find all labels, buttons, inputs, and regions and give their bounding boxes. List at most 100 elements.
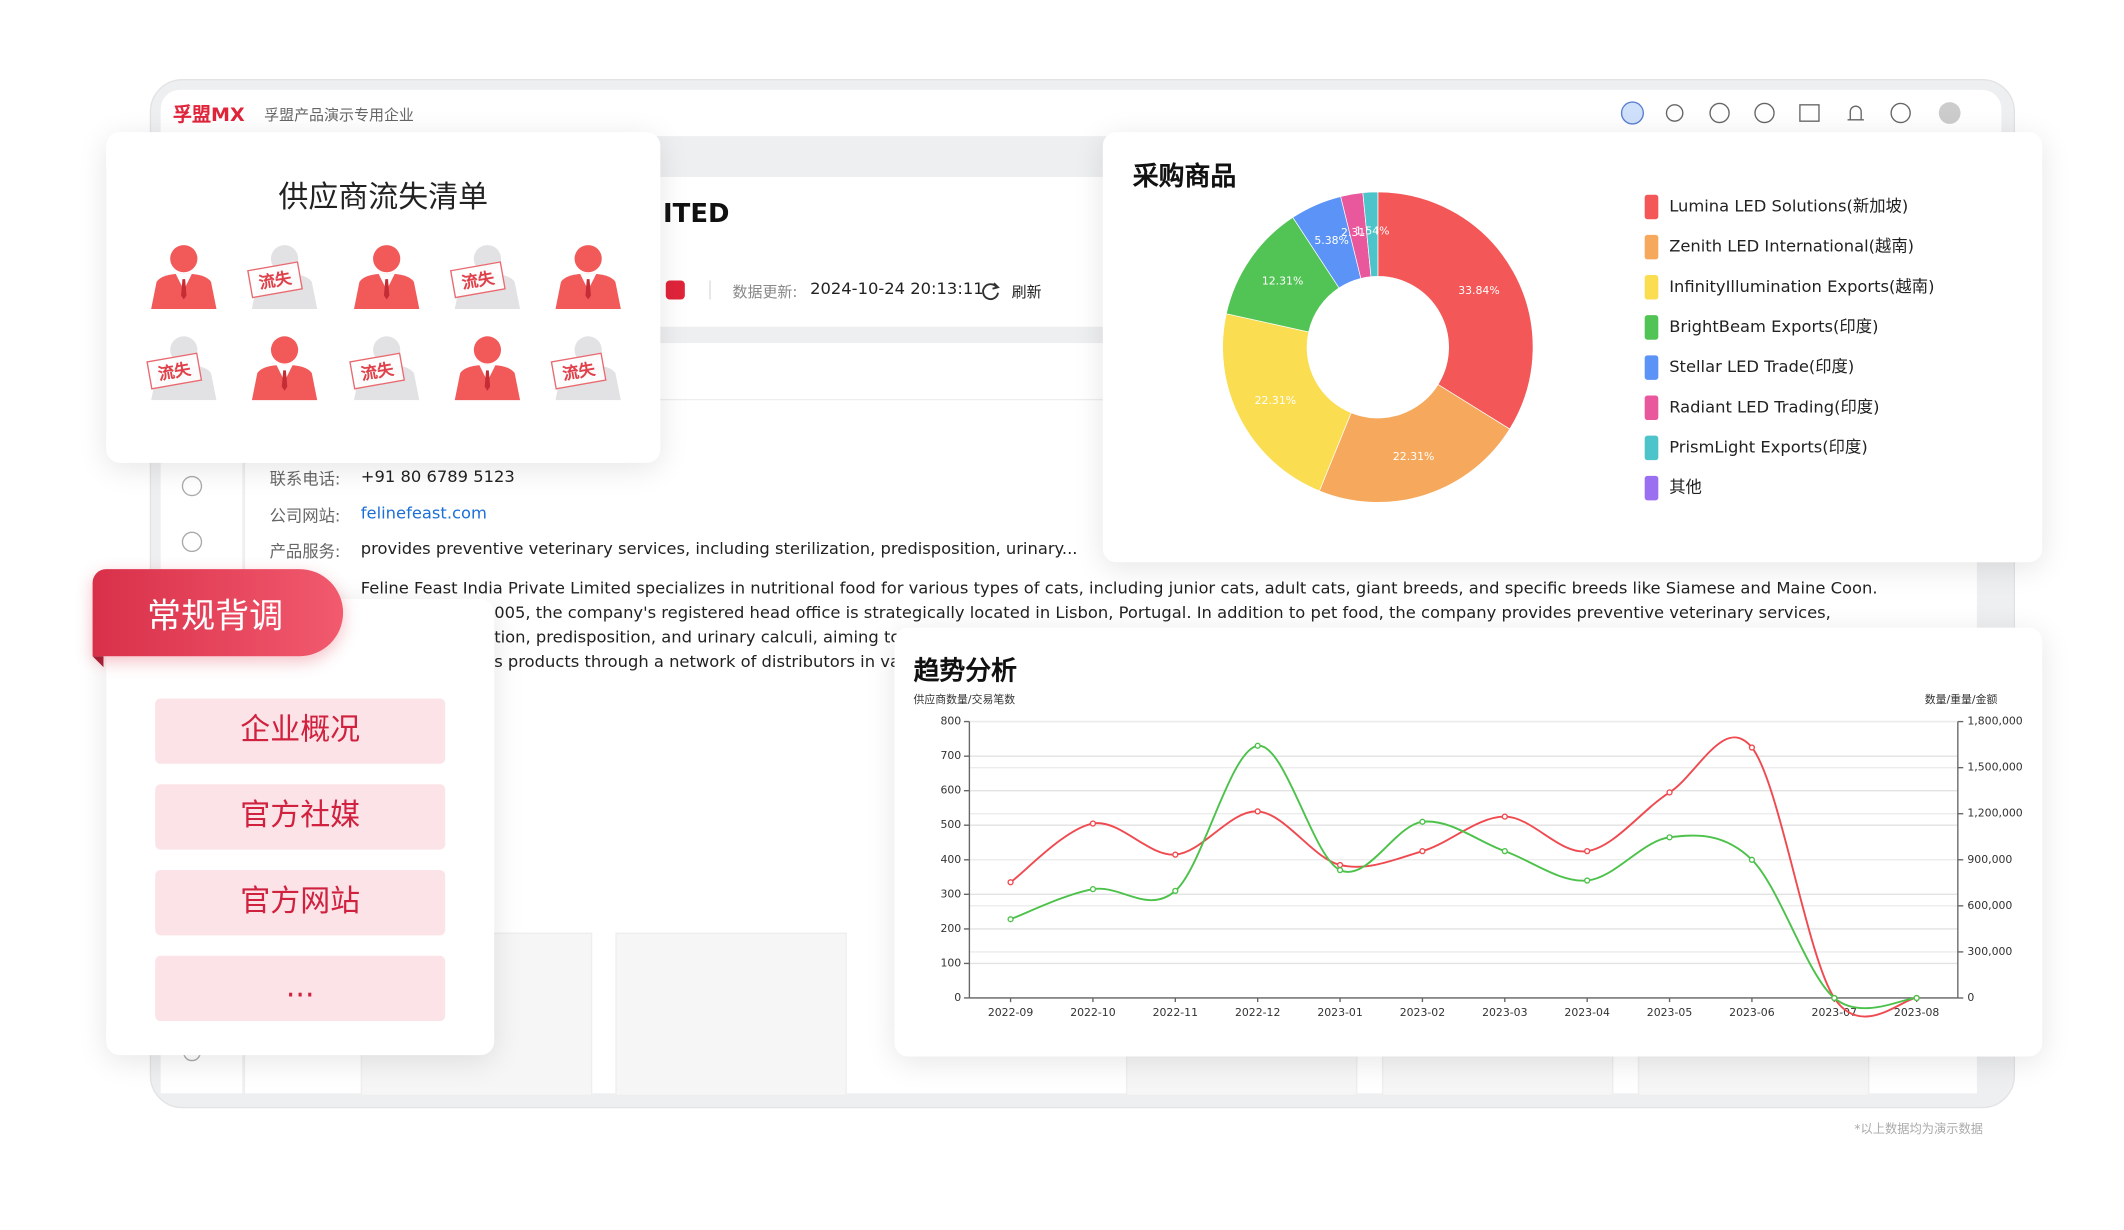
routine-item[interactable]: 企业概况 [155,698,446,764]
legend-swatch [1644,234,1659,260]
supplier-icon [151,245,217,310]
tie [282,370,288,391]
point [1419,848,1426,855]
pie-chart: 33.84% Lumina LED Solutions(新加坡) 22.31% Zen… [1222,191,1934,503]
point [1254,808,1261,815]
y-tick-label: 700 [940,749,961,762]
supplier-icon [353,245,419,310]
point [1584,848,1591,855]
legend-swatch [1644,315,1659,340]
y-tick-label: 100 [940,956,961,969]
chart-title: 趋势分析 [913,656,1018,687]
x-tick-label: 2022-10 [1070,1006,1116,1019]
x-tick-label: 2022-09 [988,1006,1034,1019]
slice-label: 22.31% [1255,394,1296,407]
slice-label: 12.31% [1262,274,1303,287]
legend-label: PrismLight Exports(印度) [1669,437,1868,456]
pie-slice [1222,313,1352,492]
divider [245,398,1103,401]
panel-title: 供应商流失清单 [278,181,489,216]
icon[interactable] [1799,104,1820,122]
pie-slice [1318,384,1511,503]
line-chart: 供应商数量/交易笔数 数量/重量/金额 0 100 200 300 400 500 600 700… [914,692,2023,1019]
intro-line: 005, the company's registered head offic… [494,603,1831,623]
legend-label: Stellar LED Trade(印度) [1669,357,1854,376]
top-icons [1620,101,1961,125]
product-image [615,932,847,1097]
legend-swatch [1644,435,1659,461]
icon[interactable] [181,475,203,497]
supplier-loss-panel: 供应商流失清单 流失 流失 流失 流失 流失 [106,132,661,463]
slice-label: 5.38% [1314,234,1349,247]
point [1501,848,1508,855]
pie-slice [1362,191,1379,278]
series-line [1010,736,1917,1018]
head [170,245,198,273]
y-tick-label: 400 [940,853,961,866]
x-tick-label: 2023-08 [1894,1006,1940,1019]
routine-item[interactable]: 官方社媒 [155,784,446,850]
icon[interactable] [181,531,203,553]
avatar[interactable] [1938,102,1961,124]
y2-tick-label: 900,000 [1967,853,2012,866]
company-name: 孚盟产品演示专用企业 [264,106,414,124]
footnote: *以上数据均为演示数据 [1854,1123,1984,1137]
field-label: 公司网站: [269,505,341,525]
field-label: 联系电话: [269,469,341,489]
y2-tick-label: 1,800,000 [1967,715,2022,728]
point [1748,744,1756,751]
point [1584,877,1591,884]
point [1007,916,1014,923]
icon[interactable] [1847,105,1864,121]
tie [181,279,187,300]
y-tick-label: 800 [940,715,961,728]
x-tick-label: 2023-04 [1564,1006,1610,1019]
legend-label: Radiant LED Trading(印度) [1669,397,1879,416]
x-tick-label: 2022-11 [1153,1006,1198,1019]
point [1336,861,1344,869]
pie-panel: 采购商品 33.84% Lumina LED Solutions(新加坡) 22.3… [1102,132,2043,563]
y2-tick-label: 1,200,000 [1967,807,2022,820]
point [1254,742,1261,749]
y-tick-label: 200 [940,922,961,935]
pie-slice [1377,191,1534,430]
routine-item[interactable]: 官方网站 [155,869,446,936]
icon[interactable] [1890,102,1911,124]
supplier-icon [555,245,621,310]
series-line [1010,744,1917,1010]
y-tick-label: 600 [940,784,961,797]
icon[interactable] [1665,104,1684,122]
head [574,245,602,273]
legend-label: Lumina LED Solutions(新加坡) [1669,196,1908,215]
chart-title: 采购商品 [1132,162,1237,192]
y2-tick-label: 600,000 [1967,899,2012,912]
top-bar [160,89,2002,137]
pinterest-icon[interactable] [665,280,685,300]
point [1089,820,1097,827]
icon[interactable] [1709,102,1730,124]
point [1172,851,1179,858]
refresh[interactable]: 刷新 [1011,283,1042,301]
intro-line: tion, predisposition, and urinary calcul… [494,627,927,647]
refresh-icon[interactable] [980,280,1002,302]
routine-item[interactable]: ... [155,955,446,1022]
icon[interactable] [1620,101,1645,125]
legend-swatch [1644,194,1659,220]
separator [709,280,711,300]
icon[interactable] [1754,102,1775,124]
field-value: provides preventive veterinary services,… [360,539,1078,559]
head [473,336,501,364]
slice-label: 33.84% [1458,284,1499,297]
point [1419,818,1426,825]
legend-label: InfinityIllumination Exports(越南) [1669,277,1934,296]
tie [585,279,591,300]
intro-line: Feline Feast India Private Limited speci… [360,578,1878,598]
point [1831,994,1838,1002]
y2-tick-label: 300,000 [1967,945,2012,958]
tab-fold [92,656,104,668]
slice-label: 1.54% [1355,225,1390,238]
x-tick-label: 2023-01 [1317,1006,1362,1019]
line-panel: 趋势分析 供应商数量/交易笔数 数量/重量/金额 0 100 200 300 400 500 6… [894,627,2043,1057]
x-tick-label: 2023-05 [1647,1006,1692,1019]
